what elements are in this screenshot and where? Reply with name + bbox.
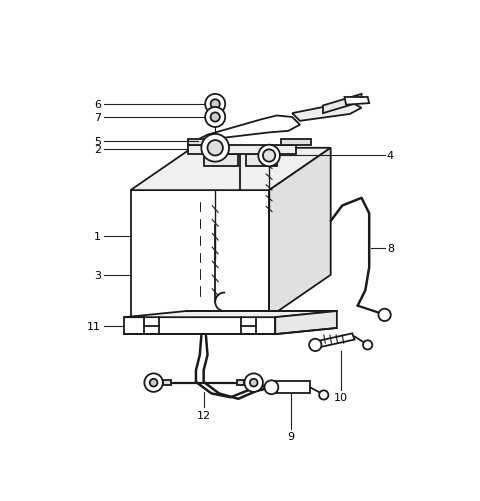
Circle shape [258, 145, 280, 167]
Circle shape [363, 341, 372, 350]
Circle shape [263, 150, 275, 162]
Polygon shape [237, 381, 244, 385]
Circle shape [211, 100, 220, 109]
Text: 12: 12 [197, 410, 211, 420]
Circle shape [211, 113, 220, 122]
Circle shape [319, 391, 328, 400]
Circle shape [244, 374, 263, 392]
Circle shape [207, 141, 223, 156]
Polygon shape [188, 145, 296, 155]
Polygon shape [246, 155, 277, 166]
Polygon shape [204, 155, 238, 166]
Text: 3: 3 [94, 271, 101, 280]
Polygon shape [188, 139, 204, 145]
Circle shape [205, 95, 225, 115]
Polygon shape [131, 148, 331, 191]
Text: 9: 9 [287, 431, 294, 441]
Polygon shape [131, 191, 269, 318]
Polygon shape [269, 148, 331, 318]
Text: 5: 5 [94, 137, 101, 147]
Text: 7: 7 [94, 113, 101, 123]
Text: 1: 1 [94, 232, 101, 242]
Text: 4: 4 [387, 151, 394, 161]
Circle shape [264, 381, 278, 394]
Text: 11: 11 [87, 321, 101, 331]
Polygon shape [323, 95, 361, 114]
Circle shape [250, 379, 258, 387]
Circle shape [378, 309, 391, 322]
Polygon shape [292, 102, 361, 122]
Text: 2: 2 [94, 145, 101, 155]
Text: 10: 10 [334, 392, 348, 402]
Polygon shape [281, 139, 312, 145]
Circle shape [205, 108, 225, 128]
Circle shape [150, 379, 157, 387]
Polygon shape [124, 312, 337, 318]
Circle shape [201, 135, 229, 162]
Polygon shape [314, 334, 355, 348]
Polygon shape [275, 312, 337, 335]
Circle shape [309, 339, 322, 351]
Polygon shape [124, 318, 275, 335]
Polygon shape [345, 98, 369, 105]
Polygon shape [271, 381, 310, 394]
Polygon shape [163, 381, 170, 385]
Circle shape [144, 374, 163, 392]
Text: 8: 8 [387, 243, 394, 254]
Text: 6: 6 [94, 100, 101, 110]
